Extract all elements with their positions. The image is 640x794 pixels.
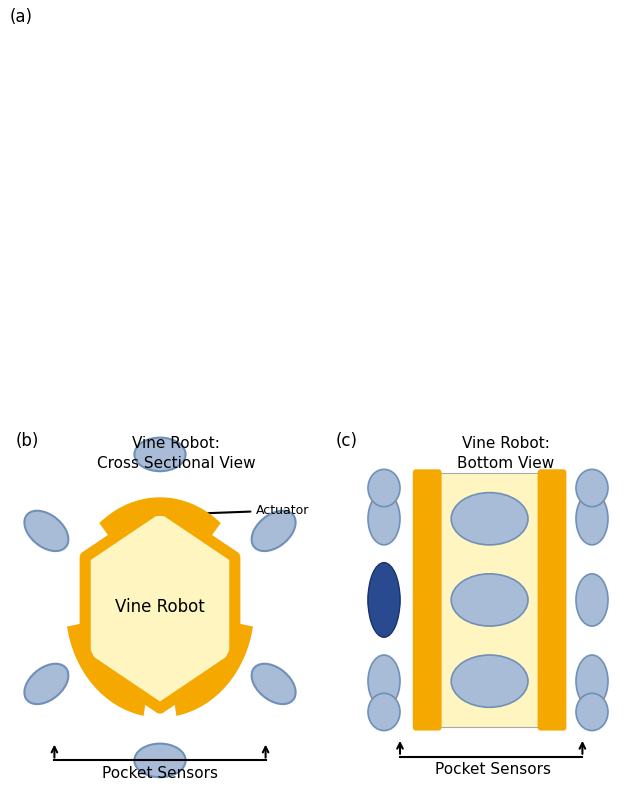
Text: Vine Robot:
Cross Sectional View: Vine Robot: Cross Sectional View (97, 436, 255, 471)
Text: (c): (c) (336, 432, 358, 450)
Ellipse shape (368, 469, 400, 507)
Polygon shape (67, 623, 147, 716)
FancyBboxPatch shape (416, 473, 563, 727)
Ellipse shape (252, 511, 296, 551)
Ellipse shape (576, 693, 608, 730)
Ellipse shape (576, 655, 608, 707)
Text: Pocket Sensors: Pocket Sensors (435, 762, 551, 777)
Text: Vine Robot: Vine Robot (115, 599, 205, 616)
Ellipse shape (368, 574, 400, 626)
Ellipse shape (576, 492, 608, 545)
Text: Plastic Tubing +
Airtight Cap: Plastic Tubing + Airtight Cap (477, 22, 572, 206)
Polygon shape (173, 623, 253, 716)
Ellipse shape (24, 511, 68, 551)
Text: Exterior Full Seals: Exterior Full Seals (267, 379, 373, 391)
Ellipse shape (368, 693, 400, 730)
FancyBboxPatch shape (413, 469, 442, 730)
Ellipse shape (576, 574, 608, 626)
Ellipse shape (451, 574, 528, 626)
Ellipse shape (24, 664, 68, 704)
Ellipse shape (576, 469, 608, 507)
Ellipse shape (252, 664, 296, 704)
FancyBboxPatch shape (538, 469, 566, 730)
Polygon shape (99, 497, 221, 538)
Ellipse shape (368, 655, 400, 707)
Text: Interior Partial
Seals: Interior Partial Seals (239, 29, 324, 57)
Text: (a): (a) (10, 9, 33, 26)
Polygon shape (85, 507, 235, 708)
Text: Pressure Sensor: Pressure Sensor (58, 50, 153, 197)
Ellipse shape (451, 492, 528, 545)
Text: Actuator: Actuator (188, 504, 309, 517)
Ellipse shape (134, 437, 186, 471)
Ellipse shape (134, 744, 186, 777)
Text: (b): (b) (16, 432, 40, 450)
Ellipse shape (368, 563, 400, 638)
Ellipse shape (451, 655, 528, 707)
Text: Pocket Sensors: Pocket Sensors (102, 766, 218, 781)
Text: Vine Robot:
Bottom View: Vine Robot: Bottom View (457, 436, 554, 471)
Ellipse shape (368, 492, 400, 545)
